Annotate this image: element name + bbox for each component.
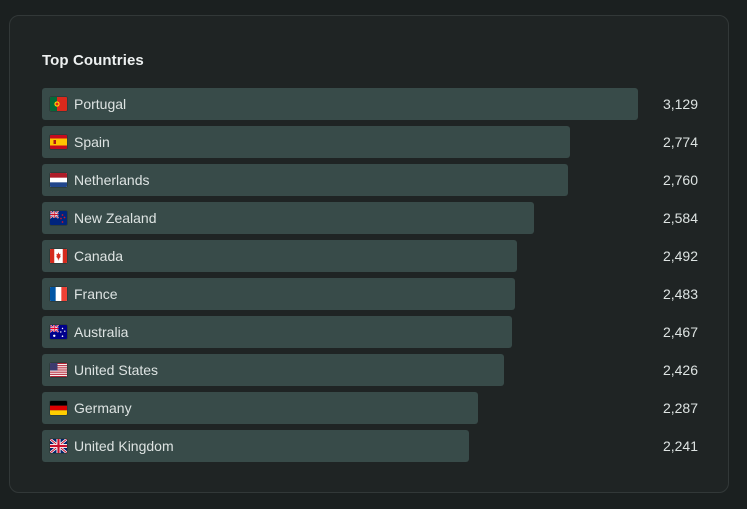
country-row-new-zealand[interactable]: New Zealand 2,584	[42, 202, 698, 234]
country-name: New Zealand	[74, 210, 157, 226]
country-bar	[42, 126, 570, 158]
country-bar	[42, 202, 534, 234]
country-bar	[42, 392, 478, 424]
country-value: 2,467	[662, 324, 698, 340]
country-row-canada[interactable]: Canada 2,492	[42, 240, 698, 272]
country-name: United States	[74, 362, 159, 378]
top-countries-card: Top Countries Portugal 3,129 Spain 2,774	[9, 15, 729, 493]
new-zealand-flag-icon	[50, 211, 67, 225]
country-row-germany[interactable]: Germany 2,287	[42, 392, 698, 424]
netherlands-flag-icon	[50, 173, 67, 187]
country-value: 2,774	[662, 134, 698, 150]
bar-track: United Kingdom	[42, 430, 638, 462]
country-value: 2,584	[662, 210, 698, 226]
country-value: 2,492	[662, 248, 698, 264]
country-bar	[42, 430, 469, 462]
france-flag-icon	[50, 287, 67, 301]
bar-track: New Zealand	[42, 202, 638, 234]
bar-track: Spain	[42, 126, 638, 158]
country-name: Portugal	[74, 96, 127, 112]
country-bar	[42, 316, 512, 348]
country-name: Canada	[74, 248, 124, 264]
country-row-united-states[interactable]: United States 2,426	[42, 354, 698, 386]
country-value: 3,129	[662, 96, 698, 112]
country-value: 2,483	[662, 286, 698, 302]
country-bar	[42, 240, 517, 272]
canada-flag-icon	[50, 249, 67, 263]
bar-track: Australia	[42, 316, 638, 348]
portugal-flag-icon	[50, 97, 67, 111]
united-states-flag-icon	[50, 363, 67, 377]
country-name: United Kingdom	[74, 438, 174, 454]
country-name: France	[74, 286, 118, 302]
card-title: Top Countries	[42, 52, 144, 69]
country-value: 2,241	[662, 438, 698, 454]
country-name: Germany	[74, 400, 132, 416]
germany-flag-icon	[50, 401, 67, 415]
spain-flag-icon	[50, 135, 67, 149]
country-bar	[42, 88, 638, 120]
bar-track: United States	[42, 354, 638, 386]
country-value: 2,760	[662, 172, 698, 188]
bar-track: Canada	[42, 240, 638, 272]
country-row-spain[interactable]: Spain 2,774	[42, 126, 698, 158]
country-row-netherlands[interactable]: Netherlands 2,760	[42, 164, 698, 196]
country-name: Spain	[74, 134, 110, 150]
country-row-france[interactable]: France 2,483	[42, 278, 698, 310]
country-bar	[42, 278, 515, 310]
country-name: Australia	[74, 324, 129, 340]
country-bar	[42, 354, 504, 386]
country-value: 2,426	[662, 362, 698, 378]
country-row-united-kingdom[interactable]: United Kingdom 2,241	[42, 430, 698, 462]
bar-track: Germany	[42, 392, 638, 424]
country-bar	[42, 164, 568, 196]
united-kingdom-flag-icon	[50, 439, 67, 453]
country-row-australia[interactable]: Australia 2,467	[42, 316, 698, 348]
country-row-portugal[interactable]: Portugal 3,129	[42, 88, 698, 120]
country-value: 2,287	[662, 400, 698, 416]
bar-track: France	[42, 278, 638, 310]
country-list: Portugal 3,129 Spain 2,774 Netherlands	[42, 88, 698, 468]
bar-track: Netherlands	[42, 164, 638, 196]
australia-flag-icon	[50, 325, 67, 339]
country-name: Netherlands	[74, 172, 150, 188]
bar-track: Portugal	[42, 88, 638, 120]
